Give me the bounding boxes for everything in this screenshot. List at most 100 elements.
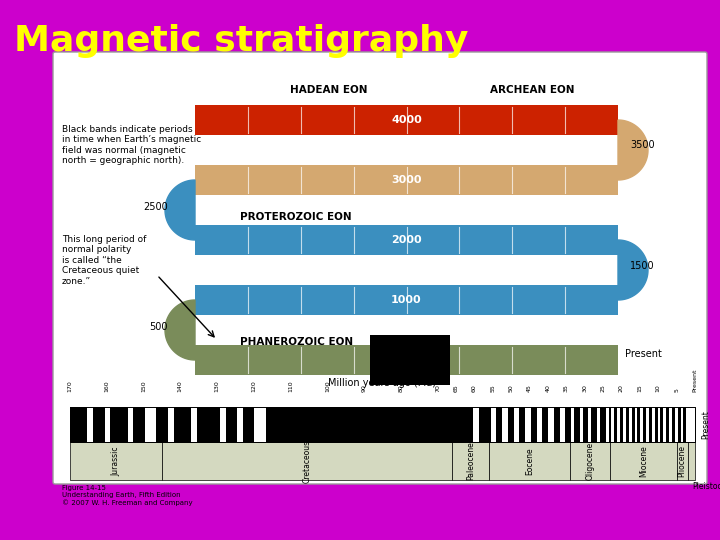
Bar (93, 407, 104, 442)
Text: 160: 160 (104, 380, 109, 392)
Bar (156, 407, 168, 442)
Text: Pliocene: Pliocene (678, 445, 687, 477)
Text: 25: 25 (600, 384, 606, 392)
Bar (370, 335, 450, 385)
Bar (686, 407, 695, 442)
Text: 2000: 2000 (391, 235, 422, 245)
Bar (614, 407, 617, 442)
Bar (669, 407, 672, 442)
Bar (617, 407, 620, 442)
FancyBboxPatch shape (195, 285, 618, 315)
Bar (643, 407, 646, 442)
Bar (519, 407, 525, 442)
Text: Magnetic stratigraphy: Magnetic stratigraphy (14, 24, 469, 58)
Text: 130: 130 (215, 380, 220, 392)
FancyBboxPatch shape (53, 52, 707, 484)
Text: 80: 80 (398, 384, 403, 392)
Bar (571, 407, 574, 442)
Text: 150: 150 (141, 380, 146, 392)
Bar (191, 407, 197, 442)
Bar (110, 407, 127, 442)
Bar (631, 407, 634, 442)
Polygon shape (165, 300, 195, 360)
Text: This long period of
normal polarity
is called “the
Cretaceous quiet
zone.”: This long period of normal polarity is c… (62, 235, 146, 286)
Bar (580, 407, 582, 442)
Bar (70, 442, 162, 480)
Bar (254, 407, 266, 442)
Text: 70: 70 (435, 384, 440, 392)
Bar (688, 442, 695, 480)
Bar (502, 407, 508, 442)
Text: 30: 30 (582, 384, 588, 392)
Bar (629, 407, 631, 442)
Bar (168, 407, 174, 442)
Text: 3000: 3000 (391, 175, 422, 185)
Bar (657, 407, 660, 442)
Bar (174, 407, 191, 442)
Bar (70, 407, 695, 442)
Bar (104, 407, 110, 442)
Bar (513, 407, 519, 442)
Text: Cretaceous: Cretaceous (302, 440, 312, 483)
Text: 15: 15 (637, 384, 642, 392)
Text: 140: 140 (178, 380, 183, 392)
Bar (640, 407, 643, 442)
Text: 4000: 4000 (391, 115, 422, 125)
Bar (626, 407, 629, 442)
Bar (490, 407, 496, 442)
Text: 55: 55 (490, 384, 495, 392)
Bar (623, 407, 626, 442)
Bar (554, 407, 559, 442)
Text: Black bands indicate periods
in time when Earth’s magnetic
field was normal (mag: Black bands indicate periods in time whe… (62, 125, 202, 165)
Bar (473, 407, 479, 442)
Bar (683, 407, 686, 442)
Text: Jurassic: Jurassic (112, 446, 120, 476)
Bar (145, 407, 156, 442)
Bar (660, 407, 663, 442)
Bar (542, 407, 548, 442)
FancyBboxPatch shape (195, 345, 618, 375)
Bar (637, 407, 640, 442)
Bar (597, 407, 600, 442)
Bar (531, 407, 536, 442)
Bar (634, 407, 637, 442)
Bar (127, 407, 133, 442)
Bar (570, 442, 611, 480)
Text: Present: Present (701, 410, 711, 440)
Bar (220, 407, 225, 442)
Text: HADEAN EON: HADEAN EON (290, 85, 367, 95)
Bar (70, 407, 695, 442)
Text: Pleistocene: Pleistocene (693, 482, 720, 491)
Text: 1500: 1500 (630, 261, 654, 271)
Bar (663, 407, 666, 442)
Text: 100: 100 (325, 380, 330, 392)
Bar (508, 407, 513, 442)
Polygon shape (618, 120, 648, 180)
Polygon shape (165, 180, 195, 240)
Text: 170: 170 (68, 380, 73, 392)
Bar (611, 407, 614, 442)
Text: 2500: 2500 (143, 202, 168, 212)
Text: Present: Present (693, 368, 698, 392)
Bar (652, 407, 654, 442)
Bar (559, 407, 565, 442)
Text: Figure 14-15
Understanding Earth, Fifth Edition
© 2007 W. H. Freeman and Company: Figure 14-15 Understanding Earth, Fifth … (62, 485, 193, 506)
Bar (87, 407, 93, 442)
Text: 35: 35 (564, 384, 569, 392)
Bar (565, 407, 571, 442)
Bar (678, 407, 680, 442)
Bar (496, 407, 502, 442)
Text: 5: 5 (674, 388, 679, 392)
Text: 20: 20 (619, 384, 624, 392)
Bar (591, 407, 597, 442)
Text: 90: 90 (361, 384, 366, 392)
Bar (266, 407, 473, 442)
Bar (666, 407, 669, 442)
Text: 50: 50 (508, 384, 513, 392)
Bar (70, 407, 87, 442)
Bar (600, 407, 606, 442)
Bar (525, 407, 531, 442)
Bar (672, 407, 675, 442)
FancyBboxPatch shape (195, 165, 618, 195)
Bar (479, 407, 490, 442)
